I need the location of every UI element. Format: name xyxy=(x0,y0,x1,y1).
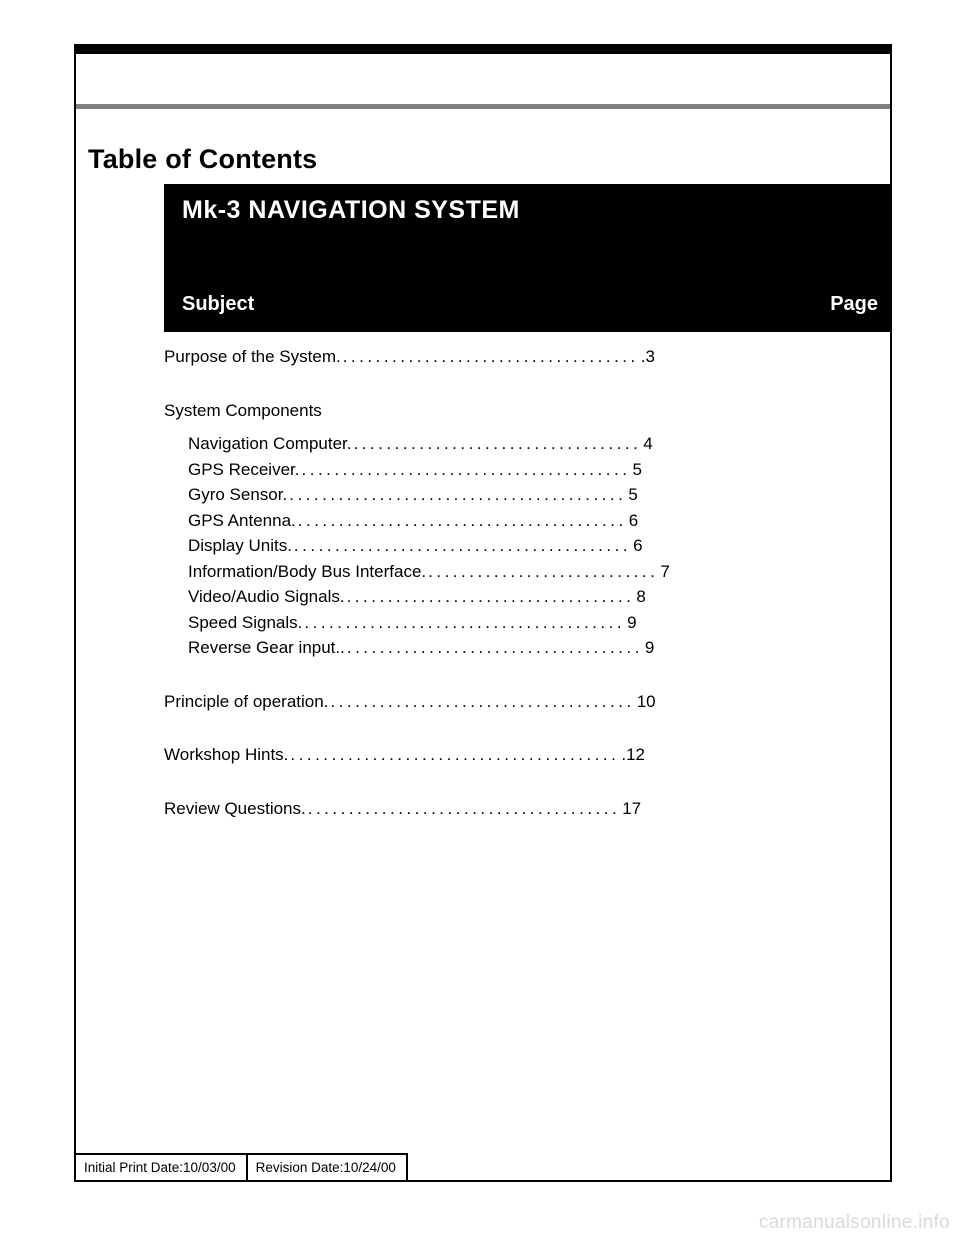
toc-leader-dots: ........................................… xyxy=(292,533,633,559)
toc-entry-page: 6 xyxy=(633,533,642,559)
page-header: Page xyxy=(830,293,878,316)
watermark-text: carmanualsonline.info xyxy=(759,1212,950,1234)
toc-entry: Reverse Gear input.. ...................… xyxy=(164,635,872,661)
toc-entry-page: 5 xyxy=(628,482,637,508)
footer-revision-date: Revision Date:10/24/00 xyxy=(248,1153,408,1180)
toc-entry: Navigation Computer. ...................… xyxy=(164,431,872,457)
toc-entry-label: Video/Audio Signals. xyxy=(188,584,345,610)
toc-leader-dots: ........................................ xyxy=(300,457,633,483)
toc-leader-dots: ....................................... xyxy=(302,610,627,636)
footer-dates: Initial Print Date:10/03/00 Revision Dat… xyxy=(76,1153,408,1180)
toc-leader-dots: ........................................ xyxy=(296,508,629,534)
toc-entry-label: Information/Body Bus Interface. xyxy=(188,559,426,585)
toc-entry-page: 6 xyxy=(629,508,638,534)
toc-entry: GPS Antenna. ...........................… xyxy=(164,508,872,534)
title-text: Mk-3 NAVIGATION SYSTEM xyxy=(182,196,520,224)
toc-entry-page: 4 xyxy=(643,431,652,457)
toc-leader-dots: ...................................... xyxy=(306,796,622,822)
toc-entry-page: .12 xyxy=(621,742,645,768)
toc-section-label: System Components xyxy=(164,398,872,424)
toc-entry: Review Questions. ......................… xyxy=(164,796,872,822)
toc-entry-label: Purpose of the System. xyxy=(164,344,341,370)
toc-entry-page: .3 xyxy=(641,344,655,370)
toc-entry: Workshop Hints. ........................… xyxy=(164,742,872,768)
toc-entry-label: Display Units. xyxy=(188,533,292,559)
toc-leader-dots: ..................................... xyxy=(328,689,636,715)
toc-heading: Table of Contents xyxy=(88,144,317,175)
toc-entry: Video/Audio Signals. ...................… xyxy=(164,584,872,610)
toc-entry-page: 9 xyxy=(645,635,654,661)
toc-entry-page: 5 xyxy=(632,457,641,483)
toc-entry: GPS Receiver. ..........................… xyxy=(164,457,872,483)
subject-header: Subject xyxy=(182,293,254,316)
toc-leader-dots: .................................... xyxy=(341,344,641,370)
toc-entry-page: 17 xyxy=(622,796,641,822)
toc-leader-dots: ........................................ xyxy=(288,742,621,768)
toc-entry-label: Gyro Sensor. xyxy=(188,482,287,508)
toc-leader-dots: .................................... xyxy=(345,635,645,661)
column-header-bar: Subject Page xyxy=(164,276,890,332)
toc-entry: Speed Signals. .........................… xyxy=(164,610,872,636)
top-black-rule xyxy=(76,44,890,54)
toc-entry-label: Principle of operation. xyxy=(164,689,328,715)
toc-entry-label: Speed Signals. xyxy=(188,610,302,636)
toc-entry: Display Units. .........................… xyxy=(164,533,872,559)
toc-leader-dots: ........................................… xyxy=(287,482,628,508)
toc-entry-label: Review Questions. xyxy=(164,796,306,822)
footer-initial-date: Initial Print Date:10/03/00 xyxy=(76,1153,248,1180)
toc-entry-page: 10 xyxy=(637,689,656,715)
top-gray-rule xyxy=(76,104,890,109)
toc-entry: Purpose of the System. .................… xyxy=(164,344,872,370)
toc-entries: Purpose of the System. .................… xyxy=(164,344,872,821)
toc-entry-page: 9 xyxy=(627,610,636,636)
toc-entry-label: Reverse Gear input.. xyxy=(188,635,345,661)
toc-entry-label: Workshop Hints. xyxy=(164,742,288,768)
toc-entry: Principle of operation. ................… xyxy=(164,689,872,715)
toc-entry: Gyro Sensor. ...........................… xyxy=(164,482,872,508)
toc-entry-page: 7 xyxy=(660,559,669,585)
toc-entry: Information/Body Bus Interface. ........… xyxy=(164,559,872,585)
toc-entry-label: GPS Antenna. xyxy=(188,508,296,534)
toc-leader-dots: ................................... xyxy=(345,584,637,610)
toc-leader-dots: ............................ xyxy=(426,559,660,585)
document-page: Table of Contents Mk-3 NAVIGATION SYSTEM… xyxy=(74,44,892,1182)
toc-entry-label: Navigation Computer. xyxy=(188,431,351,457)
toc-entry-label: GPS Receiver. xyxy=(188,457,300,483)
toc-entry-page: 8 xyxy=(636,584,645,610)
toc-leader-dots: ................................... xyxy=(351,431,643,457)
